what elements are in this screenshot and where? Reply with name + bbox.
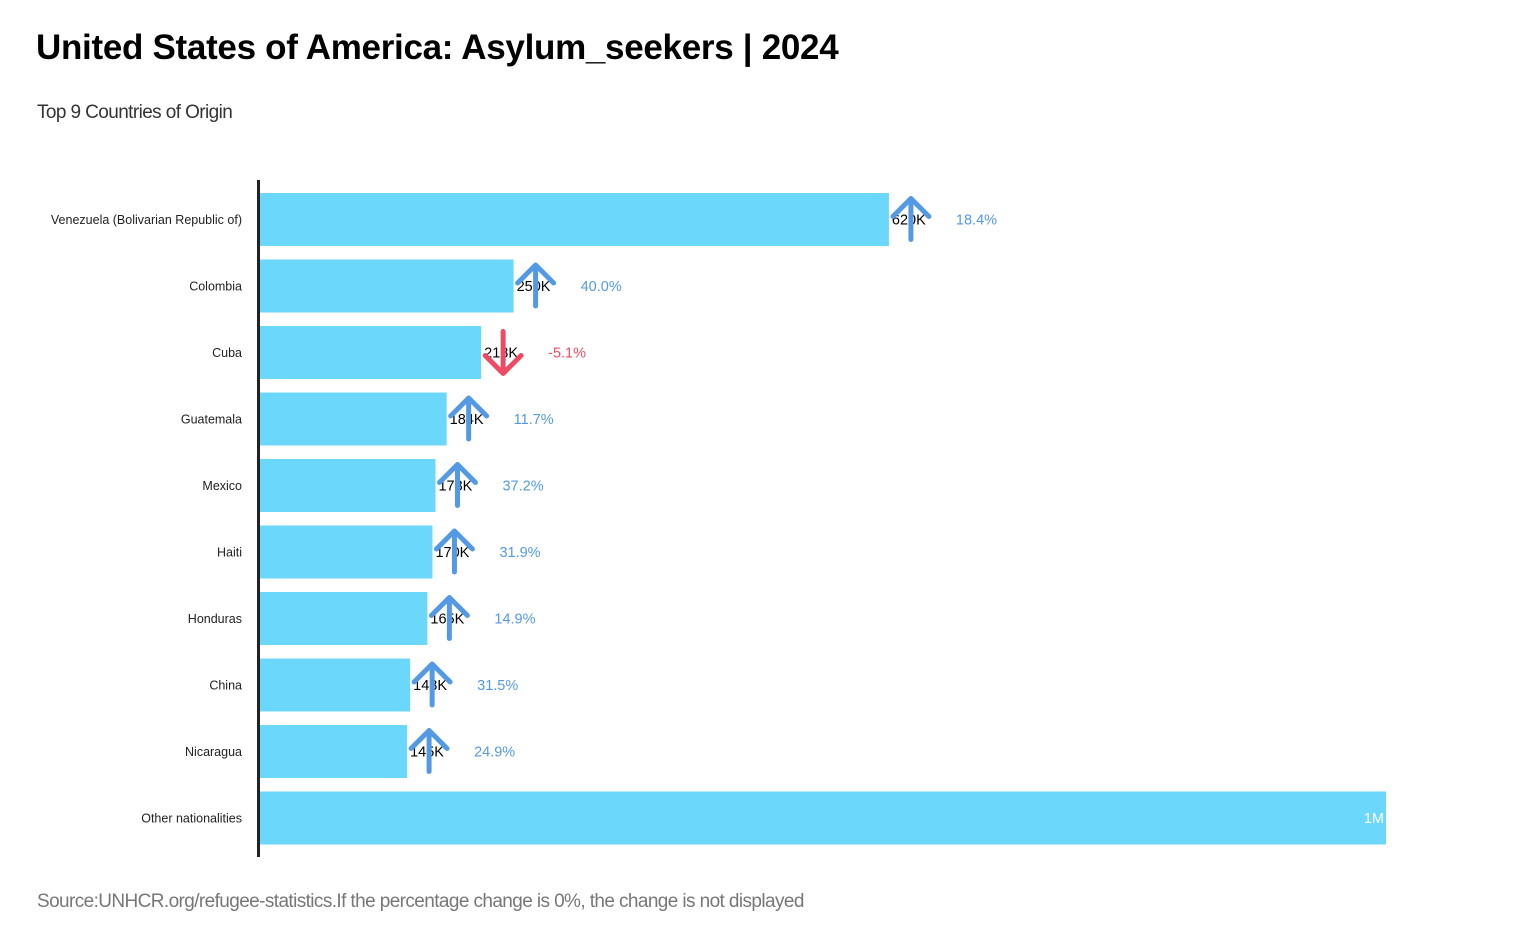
arrow-path [408, 728, 450, 774]
pct-change-label: 31.9% [499, 545, 540, 561]
category-label: Nicaragua [185, 745, 242, 759]
pct-change-label: 11.7% [514, 412, 554, 428]
bar [260, 392, 447, 446]
labels-layer: Venezuela (Bolivarian Republic of) 620K 18… [51, 196, 1384, 827]
arrow-up-icon [515, 262, 557, 309]
source-note: Source:UNHCR.org/refugee-statistics.If t… [37, 891, 804, 912]
value-label: 1M [1364, 811, 1384, 827]
bar [260, 326, 482, 379]
arrow-down-icon [482, 329, 524, 376]
arrow-up-icon [433, 528, 475, 575]
arrow-path [482, 329, 524, 376]
arrow-up-icon [428, 595, 470, 641]
bar [260, 725, 408, 778]
category-label: Haiti [217, 546, 242, 560]
arrow-up-icon [411, 661, 453, 708]
bar [260, 658, 411, 712]
pct-change-label: 40.0% [581, 279, 622, 295]
pct-change-label: 14.9% [494, 612, 535, 628]
chart-subtitle: Top 9 Countries of Origin [37, 102, 233, 123]
category-label: Guatemala [181, 413, 242, 427]
arrow-path [433, 528, 475, 575]
arrow-up-icon [448, 395, 490, 442]
pct-change-label: -5.1% [548, 346, 586, 362]
arrow-path [411, 661, 453, 708]
category-label: Mexico [202, 479, 242, 493]
arrow-up-icon [436, 462, 478, 508]
category-label: Colombia [189, 280, 242, 294]
arrow-up-icon [408, 728, 450, 774]
pct-change-label: 24.9% [474, 745, 515, 761]
arrow-path [428, 595, 470, 641]
chart-title: United States of America: Asylum_seekers… [36, 28, 839, 67]
arrow-path [448, 395, 490, 442]
bar [260, 791, 1386, 845]
arrow-path [436, 462, 478, 508]
bars-layer [260, 193, 1386, 845]
bar [260, 459, 436, 512]
bar [260, 259, 514, 313]
bar [260, 525, 433, 579]
arrow-path [890, 196, 932, 242]
category-label: China [209, 679, 242, 693]
bar [260, 193, 889, 246]
pct-change-label: 18.4% [956, 213, 997, 229]
pct-change-label: 31.5% [477, 678, 518, 694]
category-label: Venezuela (Bolivarian Republic of) [51, 213, 242, 227]
bar [260, 592, 428, 645]
category-label: Other nationalities [141, 812, 242, 826]
arrow-path [515, 262, 557, 309]
category-label: Cuba [212, 346, 242, 360]
category-label: Honduras [188, 612, 242, 626]
pct-change-label: 37.2% [502, 479, 543, 495]
arrow-up-icon [890, 196, 932, 242]
